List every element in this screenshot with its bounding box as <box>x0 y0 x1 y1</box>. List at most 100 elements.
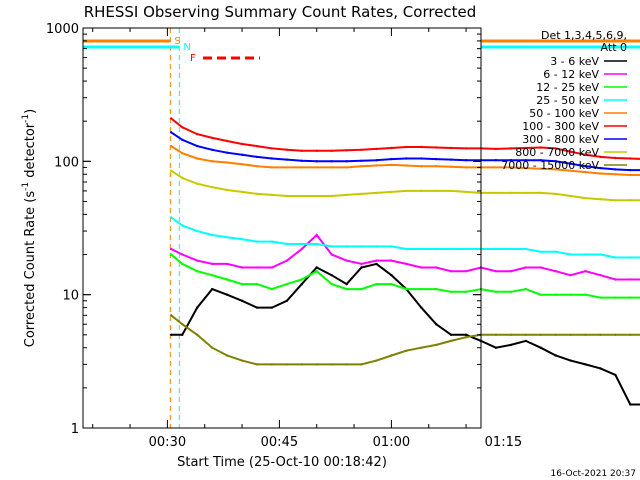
flags-layer: SNF <box>83 28 640 428</box>
data-point <box>614 173 617 176</box>
data-point <box>196 157 199 160</box>
data-point <box>420 287 423 291</box>
data-point <box>240 142 244 146</box>
data-point <box>285 148 289 151</box>
data-point <box>584 293 587 296</box>
data-point <box>449 333 453 336</box>
data-point <box>569 150 572 153</box>
data-point <box>554 354 557 357</box>
data-point <box>240 282 244 286</box>
data-point <box>584 165 587 168</box>
data-point <box>240 359 244 362</box>
data-point <box>255 363 259 366</box>
data-point <box>181 323 184 326</box>
data-point <box>599 198 602 201</box>
plot-frame <box>82 27 482 429</box>
data-point <box>405 349 408 352</box>
data-point <box>196 182 199 185</box>
data-point <box>449 146 453 150</box>
data-point <box>375 164 378 167</box>
data-point <box>255 306 259 309</box>
data-point <box>464 166 468 169</box>
data-point <box>405 157 408 160</box>
data-point <box>599 155 602 159</box>
data-point <box>524 247 527 251</box>
data-point <box>196 132 199 136</box>
data-point <box>240 238 244 241</box>
data-point <box>569 194 572 198</box>
timestamp: 16-Oct-2021 20:37 <box>551 469 636 479</box>
data-point <box>494 247 498 251</box>
data-point <box>345 363 348 366</box>
data-point <box>345 160 348 163</box>
y-tick-label: 100 <box>54 155 79 170</box>
data-point <box>420 189 423 193</box>
data-point <box>270 147 274 150</box>
data-point <box>360 266 363 269</box>
data-point <box>300 166 303 169</box>
data-point <box>629 278 632 281</box>
data-point <box>181 333 184 336</box>
data-point <box>390 354 393 357</box>
data-point <box>405 262 408 266</box>
series-5 <box>169 117 640 160</box>
data-point <box>360 148 363 151</box>
data-point <box>569 293 572 296</box>
data-point <box>554 333 557 336</box>
data-point <box>300 194 303 198</box>
data-point <box>360 159 363 162</box>
data-point <box>240 163 244 166</box>
data-point <box>524 166 527 170</box>
data-point <box>584 153 587 156</box>
data-point <box>270 157 274 160</box>
data-point <box>464 333 468 336</box>
data-point <box>169 117 173 120</box>
data-point <box>539 167 542 170</box>
data-point <box>375 282 378 286</box>
series-0 <box>169 262 640 406</box>
series-line-2 <box>170 253 640 299</box>
data-point <box>181 176 184 180</box>
data-point <box>255 165 259 168</box>
data-point <box>360 192 363 196</box>
data-point <box>539 293 542 296</box>
data-point <box>629 199 632 202</box>
data-point <box>211 233 214 237</box>
data-point <box>375 159 378 162</box>
data-point <box>464 190 468 194</box>
data-point <box>405 247 408 251</box>
y-axis-label-end: ) <box>23 109 38 114</box>
data-point <box>181 152 184 155</box>
data-point <box>449 189 453 193</box>
data-point <box>420 157 423 160</box>
series-2 <box>169 253 640 299</box>
data-point <box>315 149 318 152</box>
data-point <box>614 168 617 171</box>
data-point <box>196 259 199 262</box>
data-point <box>330 245 333 248</box>
data-point <box>255 240 259 243</box>
data-point <box>315 266 318 269</box>
x-tick-label: 01:00 <box>373 435 410 450</box>
data-point <box>494 290 498 293</box>
data-point <box>584 253 587 256</box>
data-point <box>300 247 303 251</box>
data-point <box>390 157 393 161</box>
data-point <box>599 274 602 277</box>
legend-label-6: 300 - 800 keV <box>522 133 599 146</box>
data-point <box>169 169 173 172</box>
data-point <box>629 403 632 406</box>
data-point <box>390 274 393 277</box>
data-point <box>240 299 244 302</box>
data-point <box>345 282 348 286</box>
data-point <box>464 147 468 150</box>
data-point <box>435 266 438 269</box>
data-point <box>584 333 587 336</box>
data-point <box>539 346 542 349</box>
data-point <box>225 293 229 296</box>
legend-label-5: 100 - 300 keV <box>522 120 599 133</box>
data-point <box>509 191 513 195</box>
data-point <box>539 333 542 336</box>
data-point <box>494 346 498 349</box>
data-point <box>464 159 468 162</box>
